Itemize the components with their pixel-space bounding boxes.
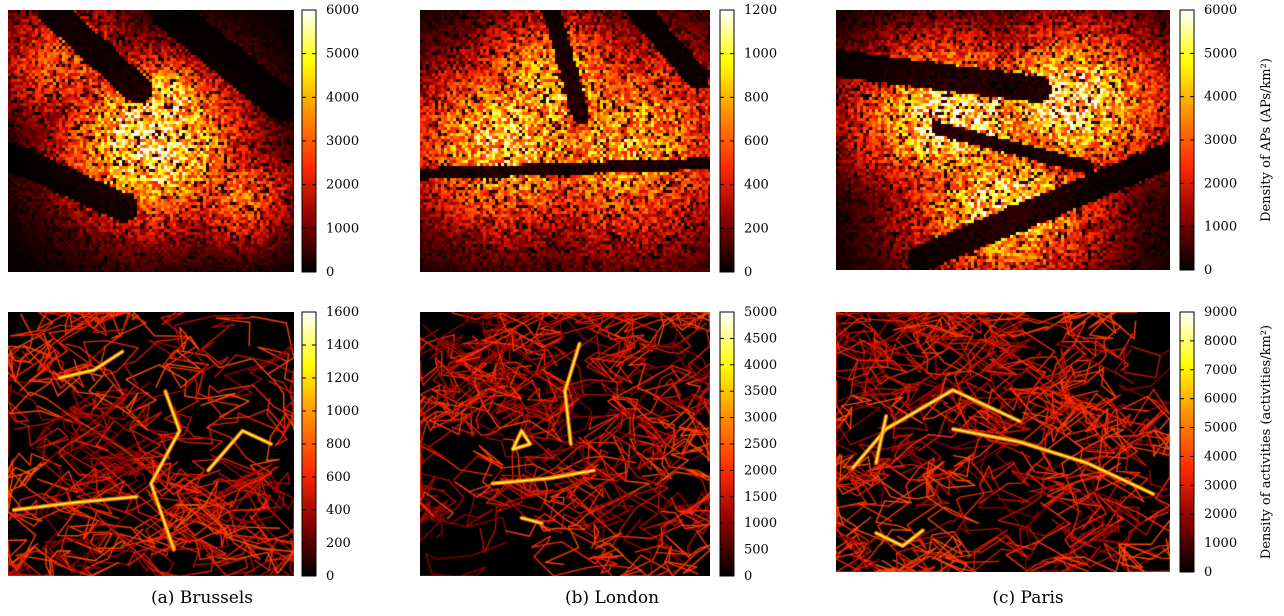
ap-density-paris-colorbar: 0 1000 2000 3000 4000 5000 6000 Density of APs … (1179, 3, 1274, 278)
colorbar-tick-label: 1000 (744, 47, 777, 62)
colorbar-tick-label: 0 (744, 265, 752, 280)
colorbar-tick-label: 1400 (326, 338, 359, 353)
ap-density-paris-heatmap (836, 10, 1170, 270)
activity-density-brussels-panel: 0 200 400 600 800 1000 1200 1400 1600 (8, 305, 359, 584)
colorbar-tick-label: 1000 (744, 516, 777, 531)
colorbar-tick-label: 800 (744, 90, 769, 105)
colorbar-tick-label: 1200 (744, 3, 777, 18)
colorbar-tick-label: 5000 (326, 47, 359, 62)
colorbar-tick-label: 2000 (326, 178, 359, 193)
colorbar-tick-label: 2000 (1204, 176, 1237, 191)
colorbar-tick-label: 6000 (326, 3, 359, 18)
colorbar-tick-label: 1200 (326, 371, 359, 386)
colorbar-tick-label: 600 (326, 470, 351, 485)
colorbar-tick-label: 4000 (1204, 449, 1237, 464)
colorbar-tick-label: 1500 (744, 490, 777, 505)
colorbar-tick-label: 4000 (326, 90, 359, 105)
colorbar-tick-label: 0 (1204, 565, 1212, 580)
colorbar-tick-label: 400 (326, 503, 351, 518)
colorbar-tick-label: 2500 (744, 437, 777, 452)
colorbar-tick-label: 2000 (744, 463, 777, 478)
activity-density-paris-colorbar-title: Density of activities (activities/km²) (1259, 325, 1274, 559)
colorbar-tick-label: 200 (326, 536, 351, 551)
colorbar-tick-label: 2000 (1204, 507, 1237, 522)
colorbar-tick-label: 9000 (1204, 305, 1237, 320)
colorbar-gradient (1179, 311, 1195, 573)
activity-density-paris-heatmap (836, 312, 1170, 572)
caption-london: (b) London (564, 588, 660, 608)
caption-paris: (c) Paris (992, 588, 1064, 608)
ap-density-london-colorbar: 0 200 400 600 800 1000 1200 (719, 3, 777, 280)
activity-density-brussels-heatmap (8, 312, 294, 576)
colorbar-tick-label: 0 (744, 569, 752, 584)
colorbar-tick-label: 4000 (744, 358, 777, 373)
colorbar-tick-label: 0 (326, 265, 334, 280)
colorbar-tick-label: 600 (744, 134, 769, 149)
colorbar-tick-label: 1000 (326, 221, 359, 236)
activity-density-london-colorbar: 0 500 1000 1500 2000 2500 3000 3500 4000 4500 5000 (719, 305, 777, 584)
colorbar-tick-label: 3000 (744, 411, 777, 426)
colorbar-tick-label: 1000 (1204, 220, 1237, 235)
colorbar-tick-label: 5000 (1204, 46, 1237, 61)
ap-density-london-panel: 0 200 400 600 800 1000 1200 (420, 3, 777, 280)
colorbar-tick-label: 6000 (1204, 392, 1237, 407)
colorbar-tick-label: 200 (744, 221, 769, 236)
activity-density-london-heatmap (420, 312, 710, 576)
colorbar-tick-label: 0 (1204, 263, 1212, 278)
colorbar-tick-label: 5000 (744, 305, 777, 320)
ap-density-london-heatmap (420, 10, 710, 272)
colorbar-tick-label: 800 (326, 437, 351, 452)
colorbar-tick-label: 3500 (744, 384, 777, 399)
colorbar-tick-label: 3000 (326, 134, 359, 149)
activity-density-paris-colorbar: 0 1000 2000 3000 4000 5000 6000 7000 8000 9000 Den… (1179, 305, 1274, 580)
colorbar-tick-label: 5000 (1204, 421, 1237, 436)
colorbar-tick-label: 0 (326, 569, 334, 584)
colorbar-tick-label: 6000 (1204, 3, 1237, 18)
colorbar-tick-label: 3000 (1204, 478, 1237, 493)
colorbar-tick-label: 7000 (1204, 363, 1237, 378)
ap-density-brussels-heatmap (8, 10, 294, 272)
colorbar-tick-label: 1000 (1204, 536, 1237, 551)
colorbar-tick-label: 4500 (744, 331, 777, 346)
caption-brussels: (a) Brussels (150, 588, 254, 608)
colorbar-tick-label: 4000 (1204, 90, 1237, 105)
colorbar-tick-label: 400 (744, 178, 769, 193)
activity-density-london-panel: 0 500 1000 1500 2000 2500 3000 3500 4000 4500 5000 (420, 305, 777, 584)
ap-density-paris-colorbar-title: Density of APs (APs/km²) (1259, 58, 1274, 222)
colorbar-tick-label: 3000 (1204, 133, 1237, 148)
activity-density-paris-panel: 0 1000 2000 3000 4000 5000 6000 7000 8000 9000 Den… (836, 305, 1274, 580)
ap-density-brussels-colorbar: 0 1000 2000 3000 4000 5000 6000 (301, 3, 359, 280)
colorbar-tick-label: 8000 (1204, 334, 1237, 349)
ap-density-paris-panel: 0 1000 2000 3000 4000 5000 6000 Density of APs … (836, 3, 1274, 278)
colorbar-tick-label: 1600 (326, 305, 359, 320)
ap-density-brussels-panel: 0 1000 2000 3000 4000 5000 6000 (8, 3, 359, 280)
colorbar-tick-label: 500 (744, 543, 769, 558)
colorbar-tick-label: 1000 (326, 404, 359, 419)
activity-density-brussels-colorbar: 0 200 400 600 800 1000 1200 1400 1600 (301, 305, 359, 584)
